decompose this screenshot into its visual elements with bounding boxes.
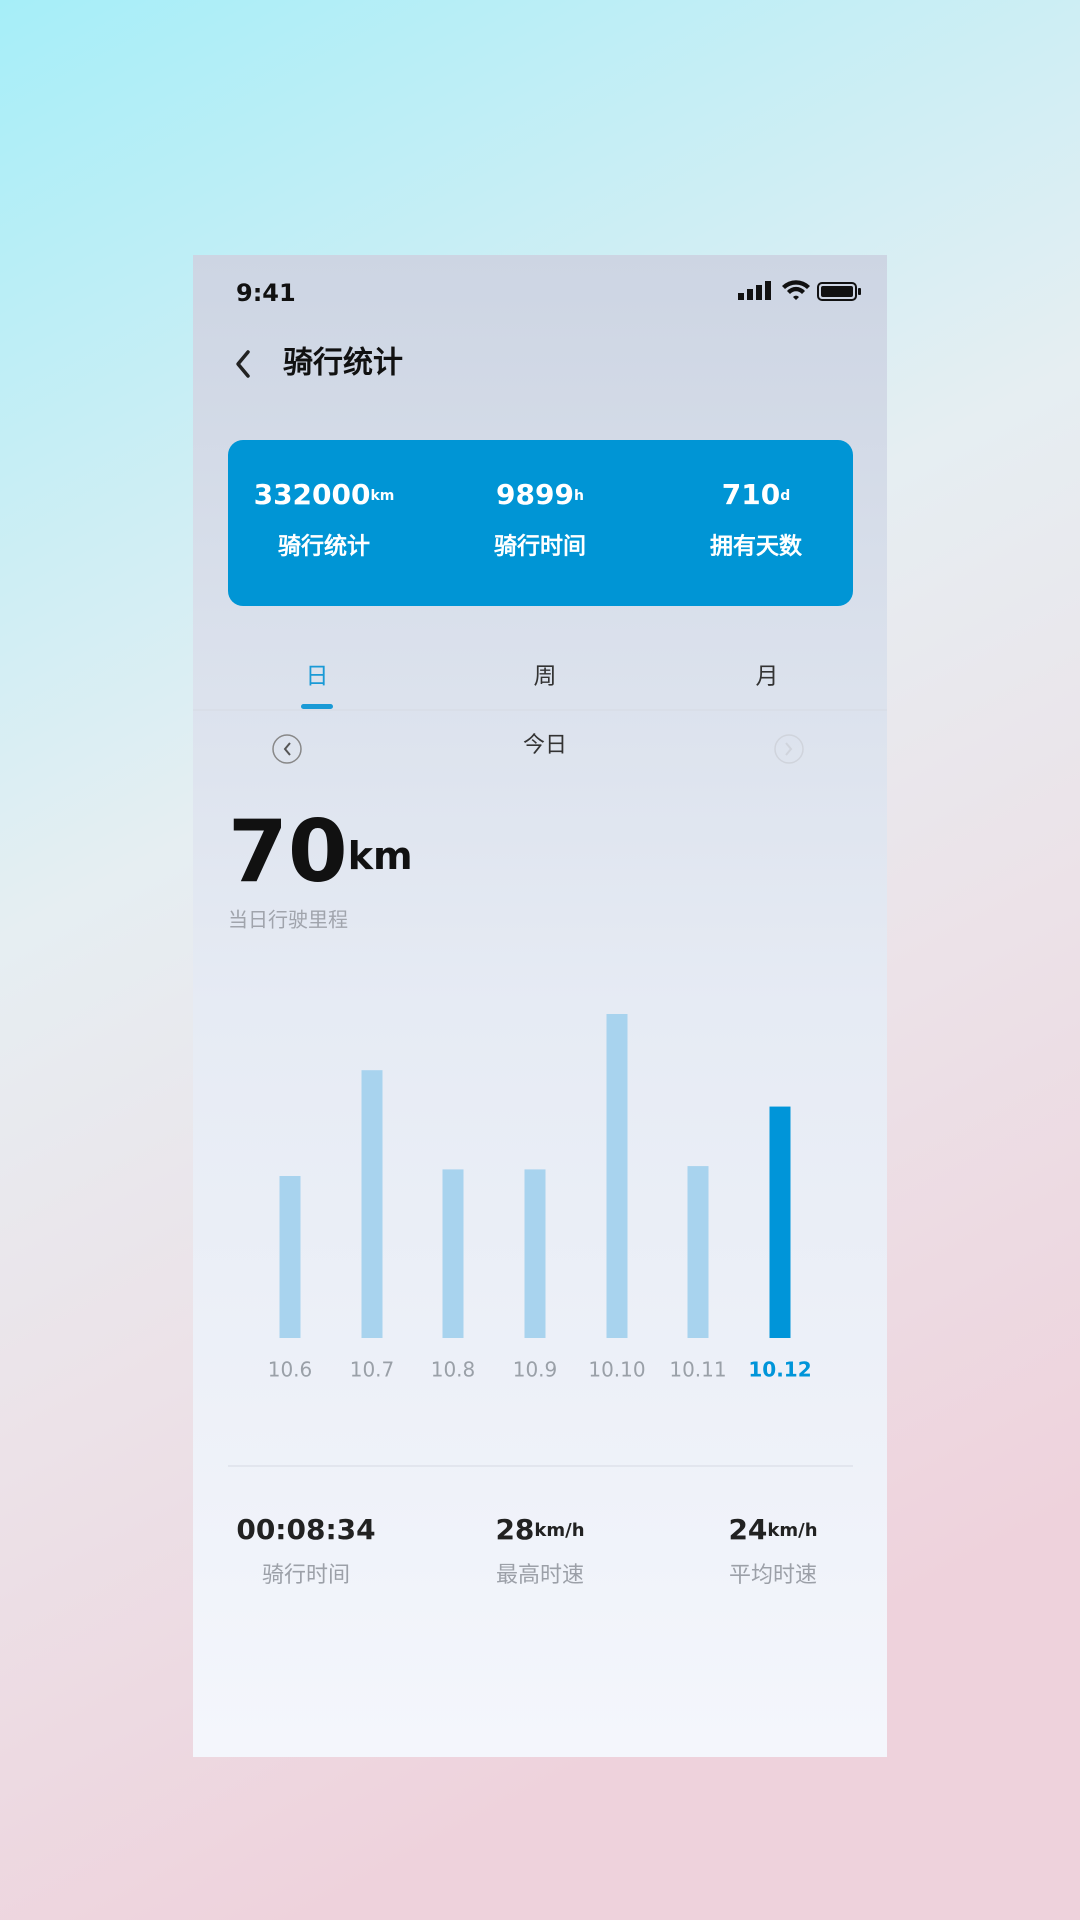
detail-stat: 28km/h — [495, 1513, 584, 1546]
x-tick-label: 10.9 — [513, 1358, 558, 1382]
detail-label: 最高时速 — [496, 1563, 584, 1588]
summary-card — [228, 440, 853, 606]
page-title: 骑行统计 — [283, 346, 403, 381]
today-unit: km — [348, 834, 413, 878]
summary-stat: 9899h — [496, 478, 584, 511]
summary-label: 骑行统计 — [278, 533, 370, 560]
next-arrow — [785, 742, 793, 756]
summary-label: 拥有天数 — [710, 533, 803, 560]
next-button[interactable] — [774, 734, 804, 764]
summary-stat: 332000km — [254, 478, 395, 511]
bar — [769, 1106, 791, 1338]
detail-stat-value: 00:08:34 — [236, 1513, 375, 1546]
status-icons — [738, 280, 861, 301]
detail-stat-unit: km/h — [767, 1520, 817, 1541]
summary-stat-unit: km — [371, 488, 395, 504]
bar — [279, 1176, 301, 1338]
detail-stat-value: 28 — [495, 1513, 534, 1546]
summary-stat-unit: h — [574, 488, 584, 504]
x-tick-label: 10.12 — [748, 1358, 811, 1382]
summary-stat-value: 9899 — [496, 478, 574, 511]
x-tick-label: 10.11 — [669, 1358, 726, 1382]
detail-stat: 00:08:34 — [236, 1513, 375, 1546]
bar — [687, 1166, 709, 1338]
x-tick-label: 10.6 — [268, 1358, 313, 1382]
bar — [524, 1169, 546, 1338]
tab[interactable]: 日 — [306, 664, 329, 690]
detail-stat: 24km/h — [728, 1513, 817, 1546]
summary-stat-value: 332000 — [254, 478, 371, 511]
detail-label: 骑行时间 — [262, 1563, 350, 1588]
bar — [361, 1070, 383, 1338]
summary-label: 骑行时间 — [494, 533, 586, 560]
x-tick-label: 10.8 — [431, 1358, 476, 1382]
bar — [606, 1014, 628, 1338]
prev-button[interactable] — [272, 734, 302, 764]
today-distance: 70km — [228, 802, 413, 902]
summary-stat: 710d — [722, 478, 790, 511]
back-button[interactable] — [236, 350, 250, 378]
summary-stat-value: 710 — [722, 478, 780, 511]
tab[interactable]: 月 — [756, 664, 779, 690]
bar — [442, 1169, 464, 1338]
tab[interactable]: 周 — [534, 664, 557, 690]
summary-stat-unit: d — [780, 488, 790, 504]
status-time: 9:41 — [236, 279, 296, 307]
detail-label: 平均时速 — [729, 1563, 817, 1588]
period-label: 今日 — [523, 733, 567, 758]
today-label: 当日行驶里程 — [228, 908, 348, 932]
detail-stat-value: 24 — [728, 1513, 767, 1546]
x-tick-label: 10.10 — [588, 1358, 645, 1382]
x-tick-label: 10.7 — [350, 1358, 395, 1382]
prev-arrow — [283, 742, 291, 756]
detail-stat-unit: km/h — [534, 1520, 584, 1541]
tab-indicator — [301, 704, 333, 709]
today-value: 70 — [228, 802, 348, 902]
